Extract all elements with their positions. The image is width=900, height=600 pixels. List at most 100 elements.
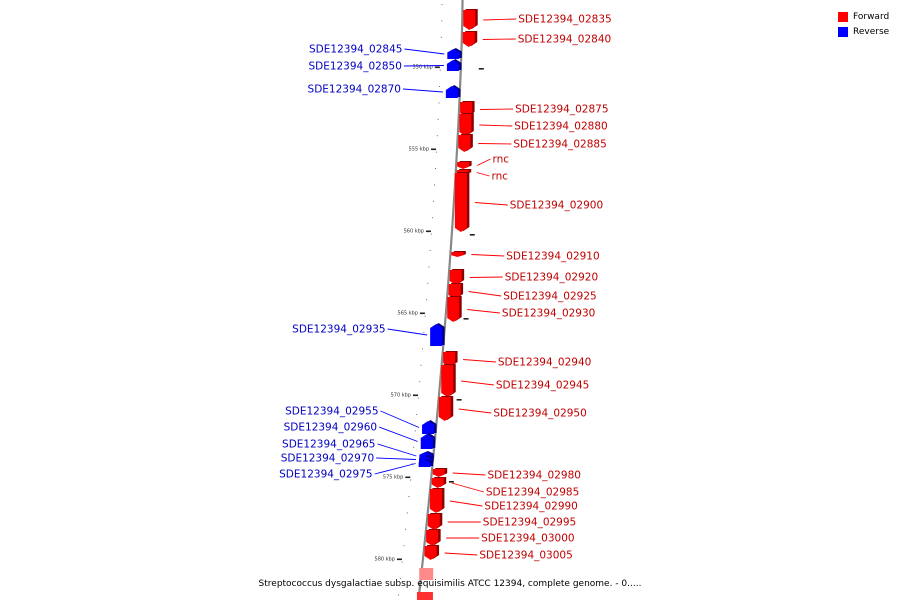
gene-arrow: [443, 352, 456, 367]
gene-label[interactable]: SDE12394_02945: [496, 380, 589, 392]
gene-label[interactable]: SDE12394_02970: [281, 453, 374, 465]
scale-label: 565 kbp: [398, 311, 418, 317]
gene-sde12394-02960[interactable]: [420, 433, 436, 449]
gene-label[interactable]: SDE12394_02845: [309, 44, 402, 56]
scale-label: 555 kbp: [409, 147, 429, 153]
leader-line: [467, 309, 500, 314]
gene-sde12394-02995[interactable]: [427, 513, 443, 530]
gene-label[interactable]: rnc: [492, 171, 509, 183]
minor-tick: [403, 545, 405, 547]
gene-sde12394-02840[interactable]: [462, 31, 478, 47]
gene-label[interactable]: SDE12394_02900: [510, 200, 603, 212]
gene-sde12394-02845[interactable]: [447, 48, 462, 59]
gene-sde12394-02945[interactable]: [441, 364, 456, 397]
gene-label[interactable]: SDE12394_02835: [518, 14, 611, 26]
gene-sde12394-02950[interactable]: [438, 396, 454, 421]
gene-arrow: [422, 421, 435, 434]
major-tick: [425, 230, 431, 233]
gene-arrow: [429, 489, 442, 513]
gene-label[interactable]: SDE12394_02940: [498, 357, 591, 369]
gene-label[interactable]: SDE12394_02960: [284, 422, 377, 434]
gene-sde12394-02870[interactable]: [445, 85, 461, 98]
minor-tick: [439, 86, 441, 87]
gene-sde12394-02940[interactable]: [443, 351, 458, 367]
minor-tick: [420, 364, 422, 366]
leader-line: [476, 172, 490, 177]
leader-line: [377, 443, 417, 457]
gene-arrow: [457, 162, 470, 169]
strand-tick: [478, 68, 484, 70]
gene-label[interactable]: SDE12394_02995: [483, 517, 576, 529]
gene-label[interactable]: SDE12394_02990: [484, 501, 577, 513]
gene-label[interactable]: SDE12394_02885: [513, 139, 606, 151]
gene-sde12394-02850[interactable]: [446, 59, 462, 71]
gene-label[interactable]: rnc: [492, 154, 509, 166]
gene-label[interactable]: SDE12394_02955: [285, 406, 378, 418]
gene-label[interactable]: SDE12394_02965: [282, 439, 375, 451]
gene-sde12394-02900[interactable]: [454, 172, 470, 232]
minor-tick: [429, 250, 431, 251]
minor-tick: [406, 512, 408, 514]
gene-arrow: [432, 469, 445, 477]
leader-line: [468, 291, 502, 297]
strand-tick: [456, 399, 462, 401]
gene-sde12394-02930[interactable]: [447, 296, 462, 322]
gene-rnc[interactable]: [457, 161, 472, 169]
gene-label[interactable]: SDE12394_02930: [502, 308, 595, 320]
gene-arrow: [446, 60, 459, 71]
major-tick: [434, 66, 440, 69]
gene-label[interactable]: SDE12394_02985: [486, 487, 579, 499]
gene-sde12394-02920[interactable]: [449, 269, 465, 285]
gene-label[interactable]: SDE12394_02910: [506, 251, 599, 263]
gene-arrow: [424, 546, 437, 560]
major-tick: [419, 312, 425, 315]
strand-tick: [448, 481, 454, 483]
gene-label[interactable]: SDE12394_02980: [488, 470, 581, 482]
minor-tick: [416, 414, 418, 415]
gene-arrow: [449, 270, 462, 285]
minor-tick: [441, 20, 443, 22]
major-tick: [412, 394, 418, 397]
leader-line: [449, 500, 483, 507]
gene-label[interactable]: SDE12394_02975: [279, 469, 372, 481]
gene-arrow: [418, 460, 431, 467]
gene-sde12394-02885[interactable]: [458, 134, 473, 152]
gene-sde12394-02910[interactable]: [451, 251, 466, 257]
gene-arrow: [441, 365, 454, 397]
major-tick: [396, 558, 402, 561]
gene-sde12394-02880[interactable]: [459, 113, 474, 136]
gene-sde12394-02980[interactable]: [432, 468, 448, 477]
gene-label[interactable]: SDE12394_03000: [481, 533, 574, 545]
gene-label[interactable]: SDE12394_02950: [493, 408, 586, 420]
minor-tick: [434, 184, 436, 186]
legend-reverse-label: Reverse: [853, 26, 890, 37]
minor-tick: [401, 561, 403, 563]
minor-tick: [435, 151, 437, 153]
leader-line: [452, 472, 486, 476]
minor-tick: [399, 578, 401, 579]
gene-label[interactable]: SDE12394_03005: [479, 550, 572, 562]
gene-sde12394-03005[interactable]: [424, 545, 440, 560]
gene-label[interactable]: SDE12394_02850: [308, 61, 401, 73]
gene-sde12394-02935[interactable]: [430, 323, 445, 346]
gene-sde12394-02955[interactable]: [422, 420, 437, 434]
gene-label[interactable]: SDE12394_02880: [514, 121, 607, 133]
gene-label[interactable]: SDE12394_02920: [505, 272, 598, 284]
gene-label[interactable]: SDE12394_02925: [503, 291, 596, 303]
gene-sde12394-02925[interactable]: [448, 283, 464, 299]
gene-sde12394-03000[interactable]: [426, 529, 441, 546]
gene-label[interactable]: SDE12394_02870: [308, 84, 401, 96]
leader-line: [378, 426, 418, 442]
gene-arrow: [448, 284, 461, 299]
gene-arrow: [447, 49, 460, 59]
gene-sde12394-02835[interactable]: [463, 9, 478, 30]
gene-sde12394-02985[interactable]: [431, 477, 447, 488]
scale-label: 550 kbp: [412, 65, 432, 71]
leader-line: [404, 48, 445, 55]
gene-label[interactable]: SDE12394_02935: [292, 324, 385, 336]
gene-sde12394-02975[interactable]: [418, 459, 434, 467]
gene-label[interactable]: SDE12394_02875: [515, 104, 608, 116]
gene-sde12394-02990[interactable]: [429, 488, 445, 513]
gene-label[interactable]: SDE12394_02840: [518, 34, 611, 46]
leader-line: [374, 463, 416, 475]
